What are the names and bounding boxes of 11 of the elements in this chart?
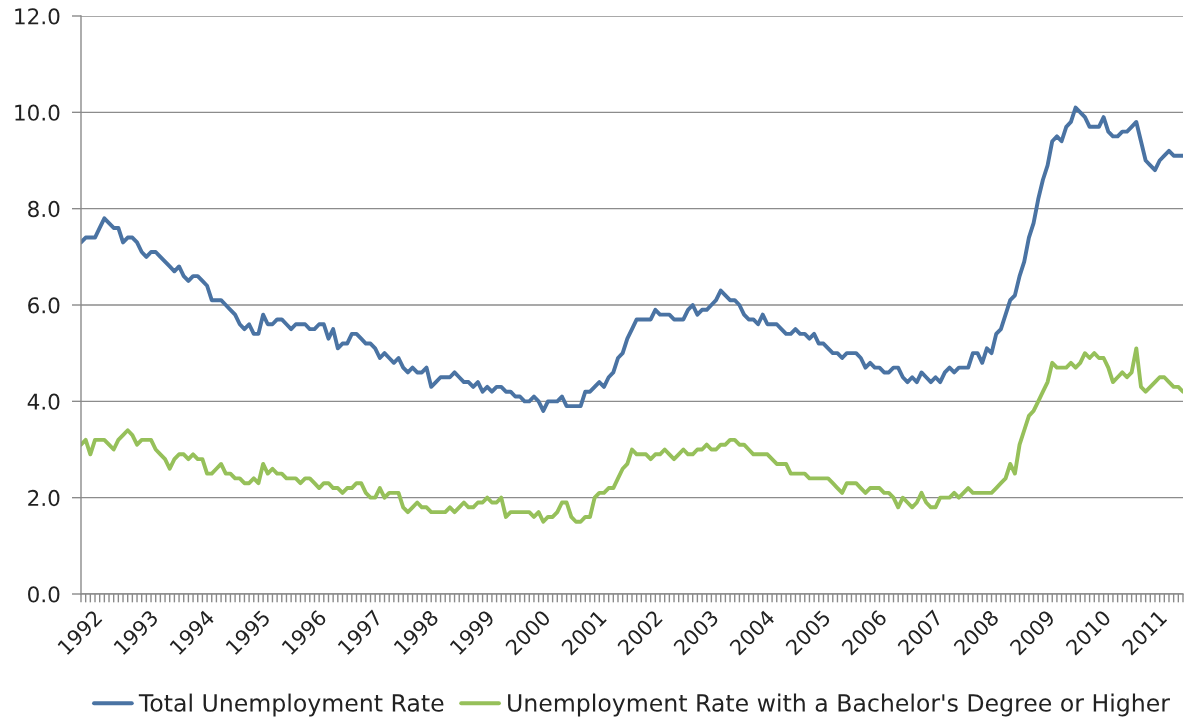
y-tick-label: 12.0 (15, 8, 60, 25)
y-tick-label: 10.0 (15, 104, 60, 121)
y-tick-label: 0.0 (28, 586, 60, 603)
legend-label: Unemployment Rate with a Bachelor's Degree or Higher (508, 693, 1170, 717)
line-series (81, 346, 1183, 524)
line-series (81, 105, 1183, 413)
legend-label: Total Unemployment Rate (138, 693, 444, 717)
y-tick-label: 2.0 (28, 489, 60, 507)
y-tick-label: 6.0 (28, 297, 60, 314)
y-tick-label: 4.0 (27, 393, 60, 410)
y-tick-label: 8.0 (28, 200, 60, 218)
